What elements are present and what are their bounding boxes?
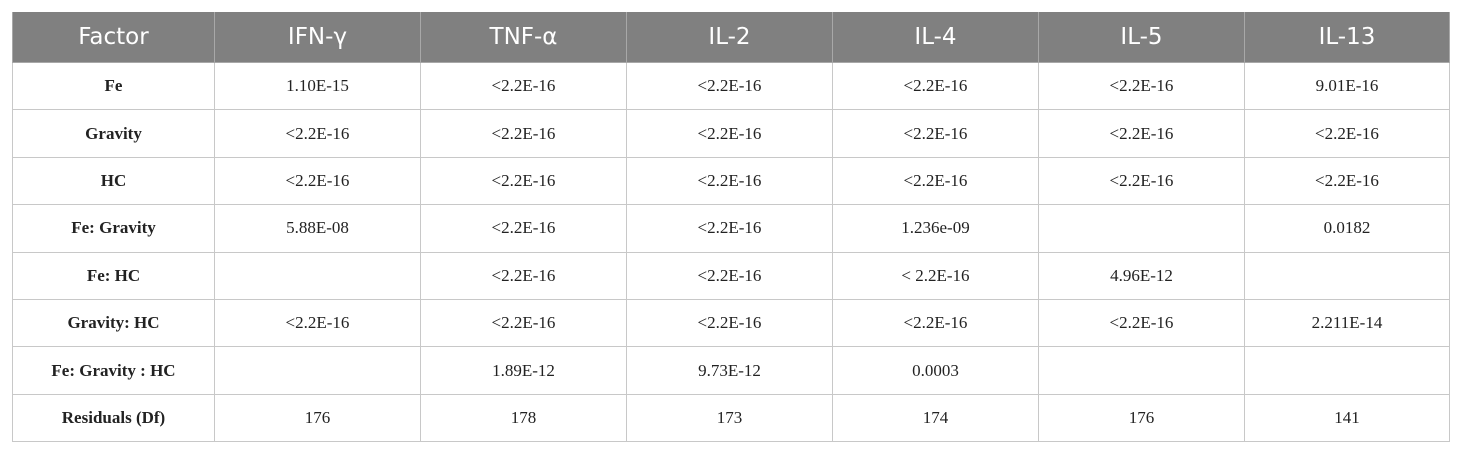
column-header: IFN-γ — [214, 12, 421, 63]
table-cell: 1.89E-12 — [420, 346, 627, 395]
table-row: Gravity: HC <2.2E-16 <2.2E-16 <2.2E-16 <2.2E… — [12, 298, 1450, 348]
table-cell: <2.2E-16 — [626, 156, 833, 206]
row-header: Fe — [12, 61, 215, 111]
column-header: IL-2 — [626, 12, 833, 63]
table-cell: 1.10E-15 — [214, 61, 421, 111]
table-cell: <2.2E-16 — [832, 109, 1039, 158]
table-cell — [1038, 204, 1245, 253]
table-cell: <2.2E-16 — [214, 109, 421, 158]
table-cell: <2.2E-16 — [1244, 109, 1450, 158]
table-cell: <2.2E-16 — [832, 298, 1039, 348]
table-cell: <2.2E-16 — [420, 109, 627, 158]
row-header: Residuals (Df) — [12, 393, 215, 443]
table-cell: <2.2E-16 — [420, 298, 627, 348]
row-header: Gravity — [12, 109, 215, 158]
row-header: Fe: Gravity — [12, 204, 215, 253]
table-cell: 174 — [832, 393, 1039, 443]
table-cell: <2.2E-16 — [214, 156, 421, 206]
table-cell: <2.2E-16 — [832, 156, 1039, 206]
table-cell: <2.2E-16 — [420, 61, 627, 111]
column-header: Factor — [12, 12, 215, 63]
table-cell: <2.2E-16 — [214, 298, 421, 348]
table-cell — [1244, 346, 1450, 395]
table-cell: <2.2E-16 — [420, 251, 627, 300]
row-header: HC — [12, 156, 215, 206]
column-header: IL-5 — [1038, 12, 1245, 63]
table-cell: <2.2E-16 — [1038, 156, 1245, 206]
table-cell: 176 — [214, 393, 421, 443]
table-cell: 178 — [420, 393, 627, 443]
table-cell: < 2.2E-16 — [832, 251, 1039, 300]
table-cell: <2.2E-16 — [832, 61, 1039, 111]
header-row: Factor IFN-γ TNF-α IL-2 IL-4 IL-5 IL-13 — [12, 12, 1450, 63]
table-cell: <2.2E-16 — [420, 156, 627, 206]
table-row: Fe: Gravity : HC 1.89E-12 9.73E-12 0.0003 — [12, 346, 1450, 395]
table-cell: <2.2E-16 — [626, 109, 833, 158]
table-cell: 0.0003 — [832, 346, 1039, 395]
table-cell: <2.2E-16 — [1038, 109, 1245, 158]
table-cell: 4.96E-12 — [1038, 251, 1245, 300]
table-cell: 9.73E-12 — [626, 346, 833, 395]
column-header: IL-4 — [832, 12, 1039, 63]
column-header: IL-13 — [1244, 12, 1450, 63]
table-cell — [214, 346, 421, 395]
table-header: Factor IFN-γ TNF-α IL-2 IL-4 IL-5 IL-13 — [12, 12, 1450, 63]
table-cell: <2.2E-16 — [626, 204, 833, 253]
table-cell: 5.88E-08 — [214, 204, 421, 253]
table-cell: <2.2E-16 — [420, 204, 627, 253]
table-cell — [1038, 346, 1245, 395]
table-cell: 1.236e-09 — [832, 204, 1039, 253]
row-header: Fe: HC — [12, 251, 215, 300]
row-header: Gravity: HC — [12, 298, 215, 348]
table-cell: <2.2E-16 — [1038, 61, 1245, 111]
table-body: Fe 1.10E-15 <2.2E-16 <2.2E-16 <2.2E-16 <2.2E-… — [12, 61, 1450, 443]
column-header: TNF-α — [420, 12, 627, 63]
table-row: Fe: Gravity 5.88E-08 <2.2E-16 <2.2E-16 1.236… — [12, 204, 1450, 253]
table-row: Gravity <2.2E-16 <2.2E-16 <2.2E-16 <2.2E-16 <… — [12, 109, 1450, 158]
table-row: Residuals (Df) 176 178 173 174 176 141 — [12, 393, 1450, 443]
table-cell: <2.2E-16 — [626, 61, 833, 111]
table-row: Fe 1.10E-15 <2.2E-16 <2.2E-16 <2.2E-16 <2.2E-… — [12, 61, 1450, 111]
table-cell: <2.2E-16 — [626, 251, 833, 300]
table-cell — [214, 251, 421, 300]
table-cell: 141 — [1244, 393, 1450, 443]
table-row: Fe: HC <2.2E-16 <2.2E-16 < 2.2E-16 4.96E-12 — [12, 251, 1450, 300]
table-cell: <2.2E-16 — [1244, 156, 1450, 206]
table-cell: <2.2E-16 — [626, 298, 833, 348]
table-cell: 176 — [1038, 393, 1245, 443]
table-cell — [1244, 251, 1450, 300]
table-cell: 2.211E-14 — [1244, 298, 1450, 348]
table-cell: 9.01E-16 — [1244, 61, 1450, 111]
row-header: Fe: Gravity : HC — [12, 346, 215, 395]
table-cell: 0.0182 — [1244, 204, 1450, 253]
table-cell: <2.2E-16 — [1038, 298, 1245, 348]
anova-table: Factor IFN-γ TNF-α IL-2 IL-4 IL-5 IL-13 Fe 1.10… — [12, 12, 1450, 443]
table-row: HC <2.2E-16 <2.2E-16 <2.2E-16 <2.2E-16 <2.2E-… — [12, 156, 1450, 206]
table-cell: 173 — [626, 393, 833, 443]
